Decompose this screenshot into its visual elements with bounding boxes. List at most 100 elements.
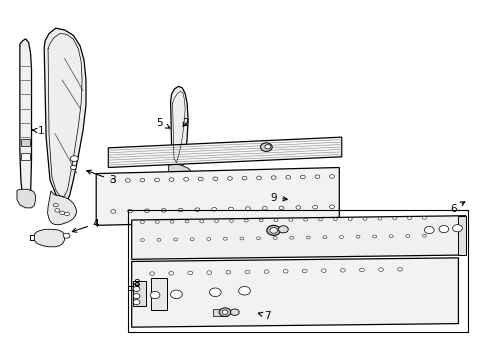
Circle shape <box>424 226 433 234</box>
Circle shape <box>312 205 317 209</box>
Circle shape <box>144 209 149 212</box>
Text: 9: 9 <box>270 193 286 203</box>
Circle shape <box>55 208 60 212</box>
Circle shape <box>219 308 230 316</box>
Circle shape <box>392 217 396 220</box>
Circle shape <box>266 225 280 235</box>
Circle shape <box>318 218 322 221</box>
Circle shape <box>302 269 306 273</box>
Circle shape <box>155 220 159 223</box>
Circle shape <box>322 236 326 239</box>
Circle shape <box>227 177 232 180</box>
Polygon shape <box>34 229 64 247</box>
Circle shape <box>355 235 359 238</box>
Bar <box>212 309 227 316</box>
Circle shape <box>229 219 233 222</box>
Circle shape <box>212 177 217 180</box>
Polygon shape <box>96 167 339 225</box>
Circle shape <box>223 237 227 240</box>
Circle shape <box>295 206 300 209</box>
Circle shape <box>378 268 383 271</box>
Circle shape <box>60 211 64 215</box>
Bar <box>21 153 30 160</box>
Circle shape <box>228 207 233 211</box>
Polygon shape <box>108 137 341 167</box>
Circle shape <box>259 219 263 222</box>
Circle shape <box>63 233 70 238</box>
Polygon shape <box>44 28 86 203</box>
Circle shape <box>256 176 261 180</box>
Circle shape <box>230 309 239 315</box>
Circle shape <box>140 239 144 242</box>
Circle shape <box>305 236 309 239</box>
Text: 6: 6 <box>449 202 464 213</box>
Circle shape <box>339 235 343 238</box>
Circle shape <box>222 310 227 314</box>
Text: 3: 3 <box>87 170 115 185</box>
Circle shape <box>289 236 293 239</box>
Text: 1: 1 <box>32 126 44 136</box>
Circle shape <box>168 271 173 275</box>
Text: 7: 7 <box>258 311 271 321</box>
Circle shape <box>329 205 334 208</box>
Circle shape <box>262 206 266 210</box>
Circle shape <box>273 237 277 239</box>
Polygon shape <box>170 86 188 173</box>
Bar <box>21 139 30 146</box>
Circle shape <box>225 270 230 274</box>
Circle shape <box>300 175 305 179</box>
Circle shape <box>405 235 409 237</box>
Circle shape <box>173 238 177 241</box>
Bar <box>132 282 146 306</box>
Circle shape <box>422 234 426 237</box>
Circle shape <box>64 212 69 216</box>
Polygon shape <box>47 191 77 225</box>
Circle shape <box>283 270 287 273</box>
Circle shape <box>340 269 345 272</box>
Circle shape <box>314 175 319 179</box>
Text: 5: 5 <box>156 118 170 128</box>
Circle shape <box>206 238 210 240</box>
Circle shape <box>140 221 144 224</box>
Circle shape <box>240 237 244 240</box>
Circle shape <box>397 267 402 271</box>
Circle shape <box>170 290 182 298</box>
Circle shape <box>372 235 376 238</box>
Circle shape <box>111 210 116 213</box>
Bar <box>151 278 166 310</box>
Text: 8: 8 <box>133 279 140 289</box>
Circle shape <box>211 207 216 211</box>
Circle shape <box>111 179 116 183</box>
Circle shape <box>347 217 351 220</box>
Circle shape <box>195 208 200 211</box>
Circle shape <box>170 220 174 223</box>
Polygon shape <box>20 39 31 207</box>
Circle shape <box>133 300 140 305</box>
Circle shape <box>183 177 188 181</box>
Polygon shape <box>131 258 458 327</box>
Circle shape <box>278 226 287 233</box>
Circle shape <box>125 179 130 182</box>
Circle shape <box>200 220 203 223</box>
Circle shape <box>178 208 183 212</box>
Circle shape <box>214 220 218 222</box>
Circle shape <box>329 175 334 178</box>
Circle shape <box>70 156 78 161</box>
Circle shape <box>53 203 58 207</box>
Circle shape <box>256 237 260 240</box>
Circle shape <box>133 294 140 298</box>
Text: 2: 2 <box>182 118 188 128</box>
Circle shape <box>285 175 290 179</box>
Circle shape <box>169 178 174 181</box>
Circle shape <box>244 219 248 222</box>
Circle shape <box>242 176 246 180</box>
Circle shape <box>238 287 250 295</box>
Circle shape <box>273 219 277 221</box>
Circle shape <box>377 217 381 220</box>
Circle shape <box>271 176 276 179</box>
Circle shape <box>157 238 161 241</box>
Circle shape <box>154 178 159 182</box>
Circle shape <box>303 218 307 221</box>
Circle shape <box>149 272 154 275</box>
Circle shape <box>407 217 411 220</box>
